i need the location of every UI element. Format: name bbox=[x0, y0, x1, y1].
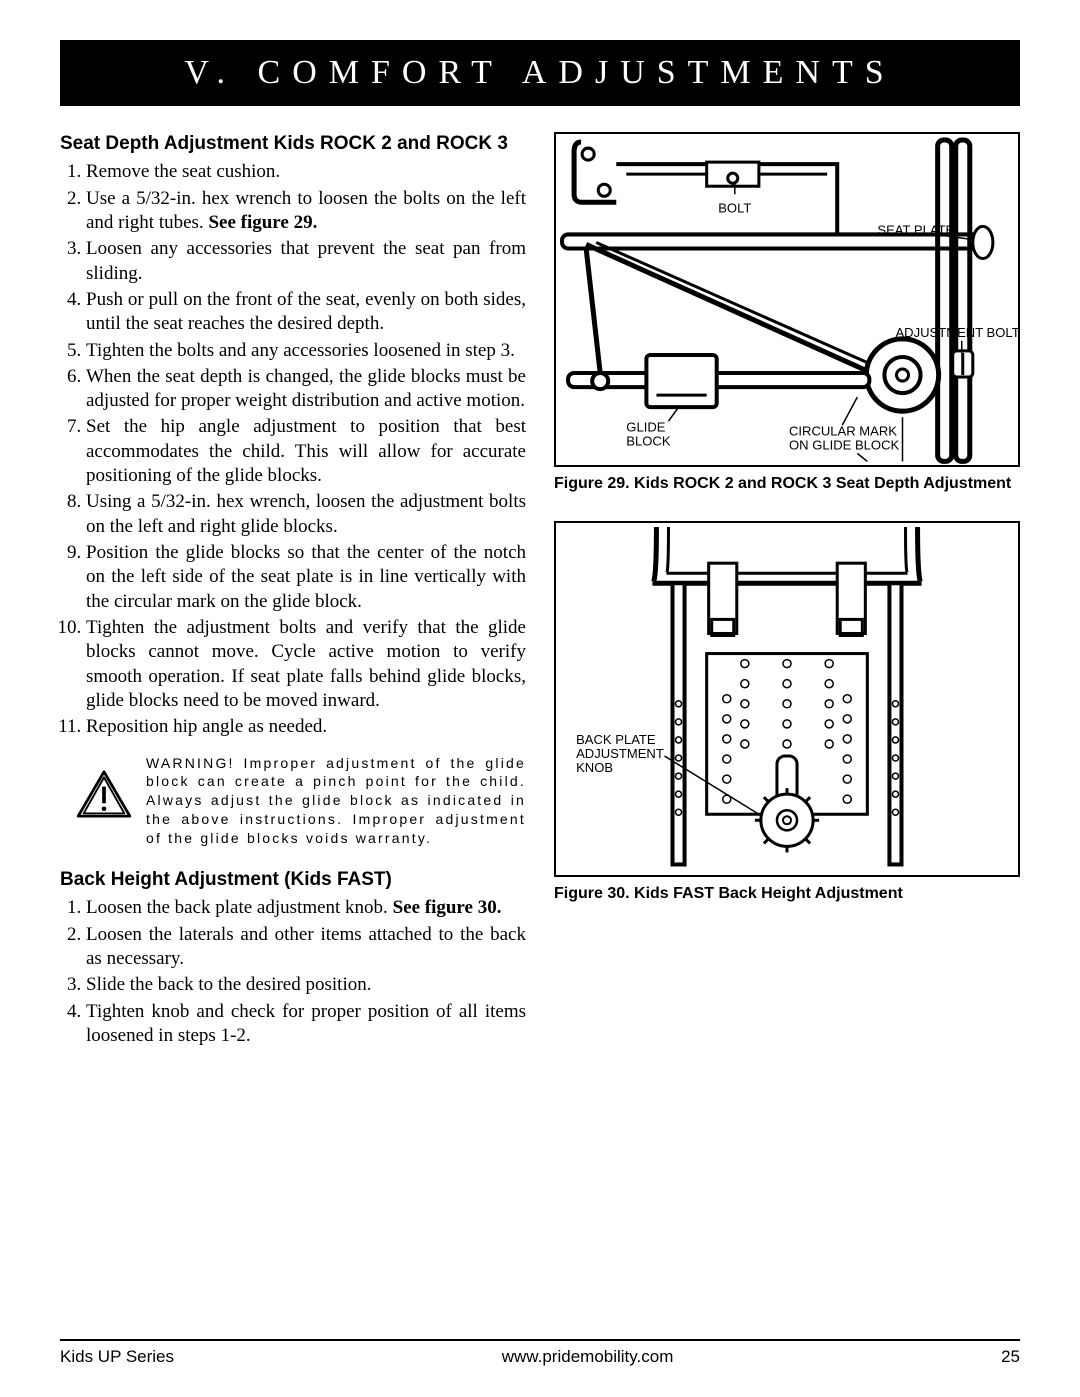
list-item: Tighten the adjustment bolts and verify … bbox=[86, 616, 526, 713]
list-item: Loosen the laterals and other items atta… bbox=[86, 923, 526, 972]
list-item: Loosen any accessories that prevent the … bbox=[86, 237, 526, 286]
heading-back-height: Back Height Adjustment (Kids FAST) bbox=[60, 868, 526, 892]
label-glide-block: GLIDE bbox=[626, 419, 665, 434]
list-item: Tighten the bolts and any accessories lo… bbox=[86, 339, 526, 363]
list-item: Position the glide blocks so that the ce… bbox=[86, 541, 526, 614]
svg-text:ON GLIDE BLOCK: ON GLIDE BLOCK bbox=[789, 437, 900, 452]
warning-box: WARNING! Improper adjustment of the glid… bbox=[76, 754, 526, 848]
list-item: Push or pull on the front of the seat, e… bbox=[86, 288, 526, 337]
warning-icon bbox=[76, 770, 132, 825]
svg-text:ADJUSTMENT: ADJUSTMENT bbox=[576, 746, 664, 761]
list-item: Reposition hip angle as needed. bbox=[86, 715, 526, 739]
seat-depth-steps: Remove the seat cushion. Use a 5/32-in. … bbox=[60, 160, 526, 739]
footer-left: Kids UP Series bbox=[60, 1347, 174, 1367]
label-bolt: BOLT bbox=[718, 200, 751, 215]
section-banner: V. COMFORT ADJUSTMENTS bbox=[60, 40, 1020, 106]
list-item: Using a 5/32-in. hex wrench, loosen the … bbox=[86, 490, 526, 539]
figure-30: BACK PLATE ADJUSTMENT KNOB bbox=[554, 521, 1020, 877]
label-adj-bolt: ADJUSTMENT BOLT bbox=[895, 325, 1018, 340]
fig30-caption: Figure 30. Kids FAST Back Height Adjustm… bbox=[554, 885, 1020, 903]
list-item: Use a 5/32-in. hex wrench to loosen the … bbox=[86, 187, 526, 236]
list-item: When the seat depth is changed, the glid… bbox=[86, 365, 526, 414]
heading-seat-depth: Seat Depth Adjustment Kids ROCK 2 and RO… bbox=[60, 132, 526, 156]
page-footer: Kids UP Series www.pridemobility.com 25 bbox=[60, 1339, 1020, 1367]
back-height-steps: Loosen the back plate adjustment knob. S… bbox=[60, 896, 526, 1048]
left-column: Seat Depth Adjustment Kids ROCK 2 and RO… bbox=[60, 132, 526, 1062]
label-circ-mark: CIRCULAR MARK bbox=[789, 423, 897, 438]
label-back-plate: BACK PLATE bbox=[576, 732, 656, 747]
list-item: Tighten knob and check for proper positi… bbox=[86, 1000, 526, 1049]
list-item: Set the hip angle adjustment to position… bbox=[86, 415, 526, 488]
figure-29: BOLT SEAT PLATE ADJUSTMENT BOLT GLIDE BL… bbox=[554, 132, 1020, 467]
list-item: Loosen the back plate adjustment knob. S… bbox=[86, 896, 526, 920]
fig29-caption: Figure 29. Kids ROCK 2 and ROCK 3 Seat D… bbox=[554, 475, 1020, 493]
svg-text:BLOCK: BLOCK bbox=[626, 433, 671, 448]
svg-text:KNOB: KNOB bbox=[576, 760, 613, 775]
right-column: BOLT SEAT PLATE ADJUSTMENT BOLT GLIDE BL… bbox=[554, 132, 1020, 1062]
warning-text: WARNING! Improper adjustment of the glid… bbox=[146, 754, 526, 848]
footer-center: www.pridemobility.com bbox=[502, 1347, 674, 1367]
footer-right: 25 bbox=[1001, 1347, 1020, 1367]
list-item: Slide the back to the desired position. bbox=[86, 973, 526, 997]
list-item: Remove the seat cushion. bbox=[86, 160, 526, 184]
